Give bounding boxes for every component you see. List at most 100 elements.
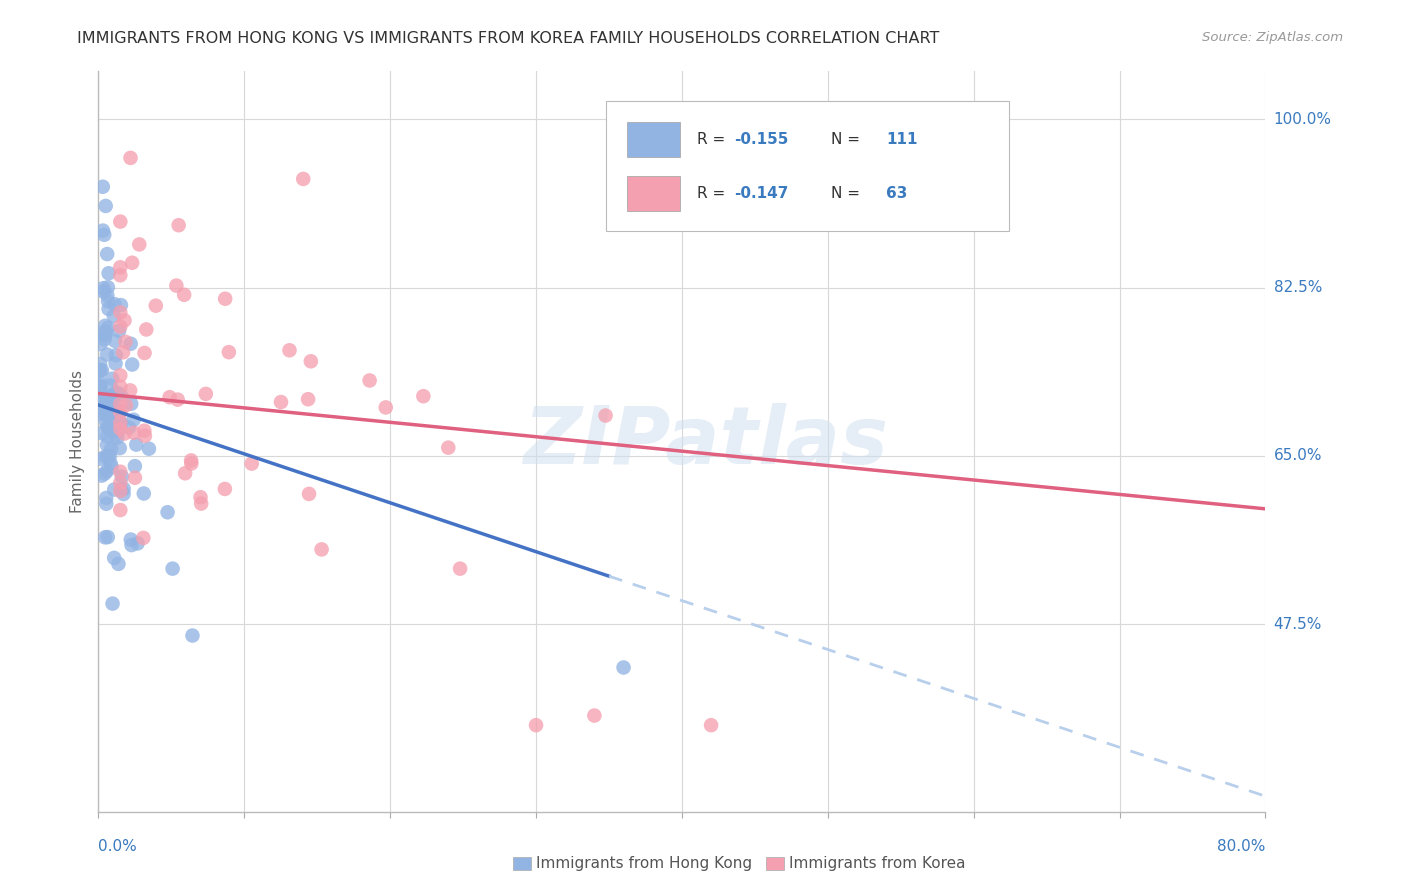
Point [110,475,132,490]
Point [299,354,322,368]
Point [132,531,155,545]
Point [110,465,132,479]
Text: 82.5%: 82.5% [1274,280,1322,295]
Point [138,442,160,456]
Point [110,214,132,228]
Point [93,281,115,295]
Point [94,326,117,341]
Point [103,405,125,419]
Point [89,364,111,378]
Point [91,393,114,408]
Point [159,390,181,404]
Point [111,345,134,359]
Point [104,401,127,416]
Point [167,218,190,232]
Bar [627,176,679,211]
Text: 47.5%: 47.5% [1274,616,1322,632]
Point [134,424,156,438]
Bar [627,121,679,157]
Point [101,408,124,422]
Point [96,429,118,443]
Point [90,401,112,416]
Point [124,459,146,474]
Point [101,391,124,405]
Point [100,456,122,470]
Point [162,561,184,575]
Point [132,486,155,500]
Point [93,227,115,242]
Point [120,397,142,411]
Point [97,408,120,422]
Text: IMMIGRANTS FROM HONG KONG VS IMMIGRANTS FROM KOREA FAMILY HOUSEHOLDS CORRELATION: IMMIGRANTS FROM HONG KONG VS IMMIGRANTS … [77,31,939,46]
Point [97,420,120,434]
Point [108,324,131,338]
Point [94,328,117,343]
Bar [513,857,531,870]
Point [108,404,131,418]
Point [110,397,132,411]
Point [91,179,114,194]
Point [120,336,142,351]
Point [108,414,131,428]
Point [104,297,127,311]
Point [122,425,145,440]
Point [194,387,217,401]
Point [190,497,212,511]
Text: 111: 111 [886,132,918,147]
Point [96,464,118,478]
Point [449,561,471,575]
Point [297,392,319,407]
Point [118,420,141,434]
Point [89,376,111,390]
Text: Source: ZipAtlas.com: Source: ZipAtlas.com [1202,31,1343,45]
Point [180,453,202,467]
Y-axis label: Family Households: Family Households [70,370,86,513]
Point [124,471,146,485]
Point [412,389,434,403]
Text: ZIPatlas: ZIPatlas [523,402,887,481]
Point [89,407,111,421]
Point [108,441,131,455]
Point [311,542,333,557]
Point [97,294,120,309]
Point [359,374,381,388]
Point [104,348,127,362]
Point [612,660,634,674]
Point [94,450,117,464]
Point [112,487,135,501]
Point [94,467,117,481]
Point [104,357,127,371]
Point [91,363,114,377]
Point [173,287,195,301]
Text: N =: N = [831,186,860,201]
Point [91,390,114,404]
FancyBboxPatch shape [606,101,1008,230]
Text: -0.155: -0.155 [734,132,789,147]
Point [105,430,128,444]
Point [165,278,187,293]
Point [98,389,121,403]
Point [583,708,606,723]
Point [110,483,132,498]
Point [120,151,142,165]
Point [181,628,204,642]
Point [96,247,118,261]
Text: N =: N = [831,132,860,147]
Point [104,424,127,438]
Point [214,292,236,306]
Point [90,468,112,483]
Point [134,346,156,360]
Point [110,483,132,497]
Point [700,718,723,732]
Point [98,449,121,463]
Point [114,313,136,327]
Point [90,386,112,401]
Point [120,384,142,398]
Point [90,337,112,351]
Point [110,368,132,383]
Point [110,319,132,334]
Text: R =: R = [697,132,725,147]
Point [93,332,115,346]
Point [103,309,125,323]
Point [94,402,117,417]
